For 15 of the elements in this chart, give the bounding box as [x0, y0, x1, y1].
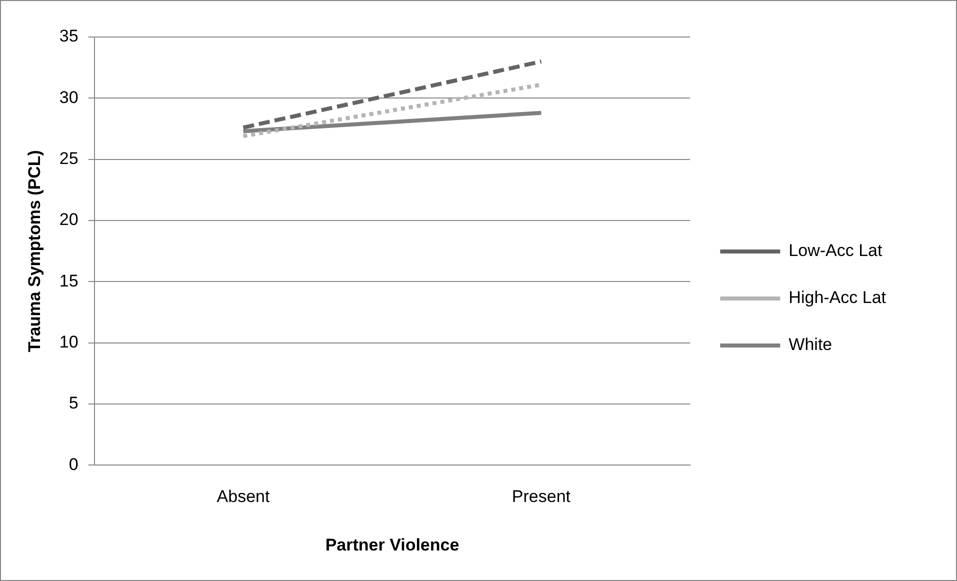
legend-label: High-Acc Lat: [788, 288, 886, 308]
x-tick-label: Present: [512, 487, 571, 506]
y-tick-label: 30: [59, 88, 78, 107]
legend-label: Low-Acc Lat: [788, 241, 882, 260]
y-tick-label: 35: [59, 26, 78, 46]
y-tick-label: 5: [68, 394, 78, 413]
legend-label: White: [788, 335, 832, 354]
y-tick-label: 25: [59, 149, 78, 168]
y-axis-title: Trauma Symptoms (PCL): [24, 150, 44, 352]
y-tick-label: 0: [68, 454, 78, 474]
y-tick-label: 20: [59, 210, 78, 230]
y-tick-label: 10: [59, 332, 78, 352]
x-axis-title: Partner Violence: [325, 535, 460, 554]
y-tick-label: 15: [59, 271, 78, 290]
x-tick-label: Absent: [216, 487, 270, 506]
